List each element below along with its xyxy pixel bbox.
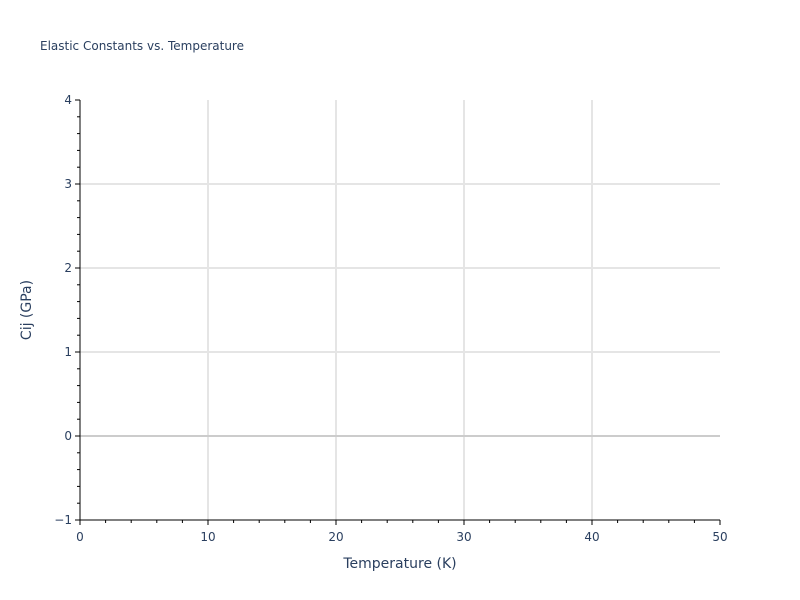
x-tick-label: 50 [712,530,727,544]
y-tick-label: 4 [64,93,72,107]
x-tick-label: 20 [328,530,343,544]
x-axis-title: Temperature (K) [342,556,456,572]
x-tick-label: 10 [200,530,215,544]
x-tick-label: 0 [76,530,84,544]
y-axis-title: Cij (GPa) [19,280,35,340]
y-tick-label: −1 [54,513,72,527]
y-tick-label: 3 [64,177,72,191]
chart-title: Elastic Constants vs. Temperature [40,39,244,53]
x-tick-label: 30 [456,530,471,544]
y-tick-label: 1 [64,345,72,359]
axes: 0 10 20 30 40 50 −1 0 1 2 3 4 [54,93,727,544]
y-tick-label: 2 [64,261,72,275]
gridlines [80,100,720,520]
x-tick-label: 40 [584,530,599,544]
y-tick-label: 0 [64,429,72,443]
